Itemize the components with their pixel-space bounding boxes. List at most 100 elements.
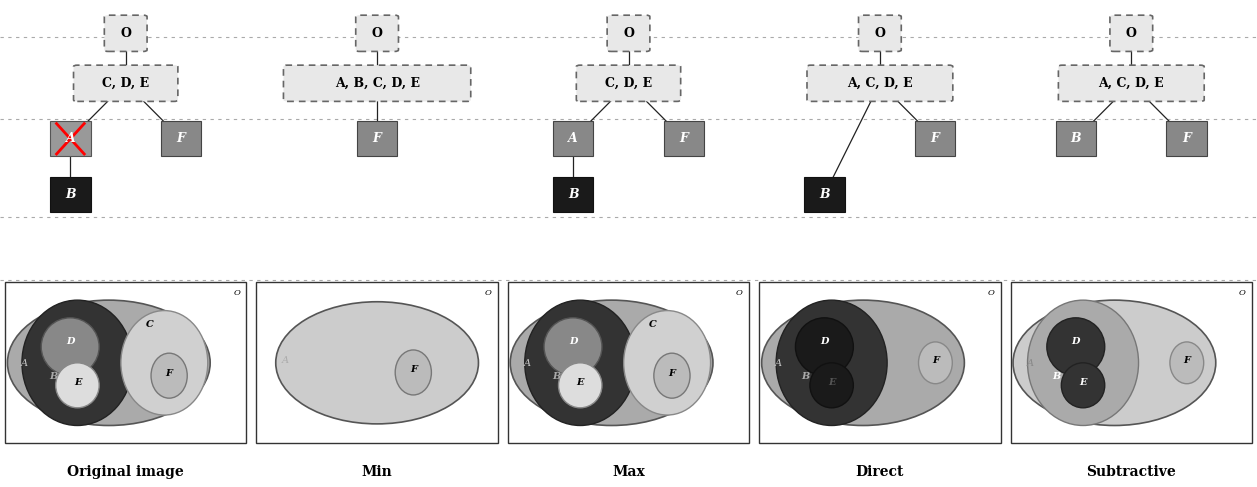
Ellipse shape [510, 300, 713, 426]
Text: B: B [65, 188, 75, 201]
FancyBboxPatch shape [915, 121, 955, 156]
Text: O: O [737, 289, 743, 298]
Ellipse shape [623, 311, 710, 415]
Text: O: O [623, 27, 634, 40]
Text: D: D [820, 337, 828, 346]
Ellipse shape [762, 300, 964, 426]
Ellipse shape [395, 350, 431, 395]
FancyBboxPatch shape [1110, 15, 1153, 52]
FancyBboxPatch shape [284, 65, 471, 101]
Text: O: O [988, 289, 994, 298]
Ellipse shape [41, 318, 99, 375]
Text: E: E [74, 378, 82, 387]
FancyBboxPatch shape [1011, 282, 1252, 443]
FancyBboxPatch shape [104, 15, 147, 52]
FancyBboxPatch shape [73, 65, 178, 101]
Text: C: C [146, 320, 153, 330]
Text: E: E [577, 378, 585, 387]
FancyBboxPatch shape [1058, 65, 1204, 101]
FancyBboxPatch shape [161, 121, 201, 156]
FancyBboxPatch shape [1166, 121, 1207, 156]
Ellipse shape [654, 353, 690, 398]
FancyBboxPatch shape [553, 177, 593, 212]
FancyBboxPatch shape [50, 177, 91, 212]
FancyBboxPatch shape [577, 65, 681, 101]
Text: B: B [49, 372, 58, 381]
Text: O: O [875, 27, 885, 40]
Text: O: O [372, 27, 382, 40]
Ellipse shape [1027, 300, 1139, 426]
FancyBboxPatch shape [804, 177, 845, 212]
Text: F: F [166, 369, 172, 378]
Text: F: F [1183, 356, 1190, 365]
Text: A: A [21, 359, 28, 368]
Text: Max: Max [612, 466, 645, 479]
Ellipse shape [1170, 342, 1204, 384]
Text: C, D, E: C, D, E [605, 77, 652, 90]
Text: B: B [820, 188, 830, 201]
Text: A: A [568, 132, 578, 145]
Text: A: A [65, 132, 75, 145]
Text: O: O [485, 289, 491, 298]
Text: Subtractive: Subtractive [1086, 466, 1177, 479]
Text: F: F [931, 356, 939, 365]
FancyBboxPatch shape [859, 15, 901, 52]
FancyBboxPatch shape [5, 282, 246, 443]
FancyBboxPatch shape [50, 121, 91, 156]
FancyBboxPatch shape [664, 121, 704, 156]
Ellipse shape [810, 363, 854, 408]
Text: A: A [524, 359, 530, 368]
Ellipse shape [919, 342, 953, 384]
Ellipse shape [55, 363, 99, 408]
FancyBboxPatch shape [807, 65, 953, 101]
Text: F: F [372, 132, 382, 145]
Text: Original image: Original image [68, 466, 184, 479]
Text: A, B, C, D, E: A, B, C, D, E [334, 77, 420, 90]
Ellipse shape [1047, 318, 1105, 375]
Ellipse shape [1061, 363, 1105, 408]
Text: A, C, D, E: A, C, D, E [1099, 77, 1164, 90]
Ellipse shape [275, 302, 479, 424]
Text: F: F [410, 365, 417, 375]
Text: B: B [568, 188, 578, 201]
FancyBboxPatch shape [1056, 121, 1096, 156]
Ellipse shape [21, 300, 133, 426]
Ellipse shape [151, 353, 187, 398]
Text: O: O [121, 27, 131, 40]
FancyBboxPatch shape [356, 15, 398, 52]
Text: E: E [1080, 378, 1087, 387]
Text: F: F [679, 132, 689, 145]
Text: D: D [1071, 337, 1080, 346]
Text: B: B [1052, 372, 1061, 381]
FancyBboxPatch shape [357, 121, 397, 156]
Text: B: B [801, 372, 810, 381]
Ellipse shape [8, 300, 210, 426]
Text: D: D [568, 337, 577, 346]
Text: Direct: Direct [856, 466, 904, 479]
Text: F: F [1182, 132, 1192, 145]
Text: F: F [669, 369, 675, 378]
FancyBboxPatch shape [607, 15, 650, 52]
Text: B: B [1071, 132, 1081, 145]
Text: E: E [828, 378, 836, 387]
Text: O: O [234, 289, 240, 298]
FancyBboxPatch shape [256, 282, 498, 443]
Ellipse shape [524, 300, 636, 426]
Text: C: C [649, 320, 656, 330]
Text: B: B [552, 372, 561, 381]
Text: O: O [1126, 27, 1136, 40]
Text: C, D, E: C, D, E [102, 77, 150, 90]
Text: A: A [282, 356, 289, 365]
Ellipse shape [796, 318, 854, 375]
Text: F: F [176, 132, 186, 145]
Text: F: F [930, 132, 940, 145]
Text: A: A [776, 359, 782, 368]
FancyBboxPatch shape [759, 282, 1001, 443]
Ellipse shape [121, 311, 207, 415]
Text: A: A [1027, 359, 1033, 368]
Text: O: O [1239, 289, 1246, 298]
Ellipse shape [776, 300, 887, 426]
Text: A, C, D, E: A, C, D, E [847, 77, 913, 90]
FancyBboxPatch shape [553, 121, 593, 156]
Ellipse shape [544, 318, 602, 375]
